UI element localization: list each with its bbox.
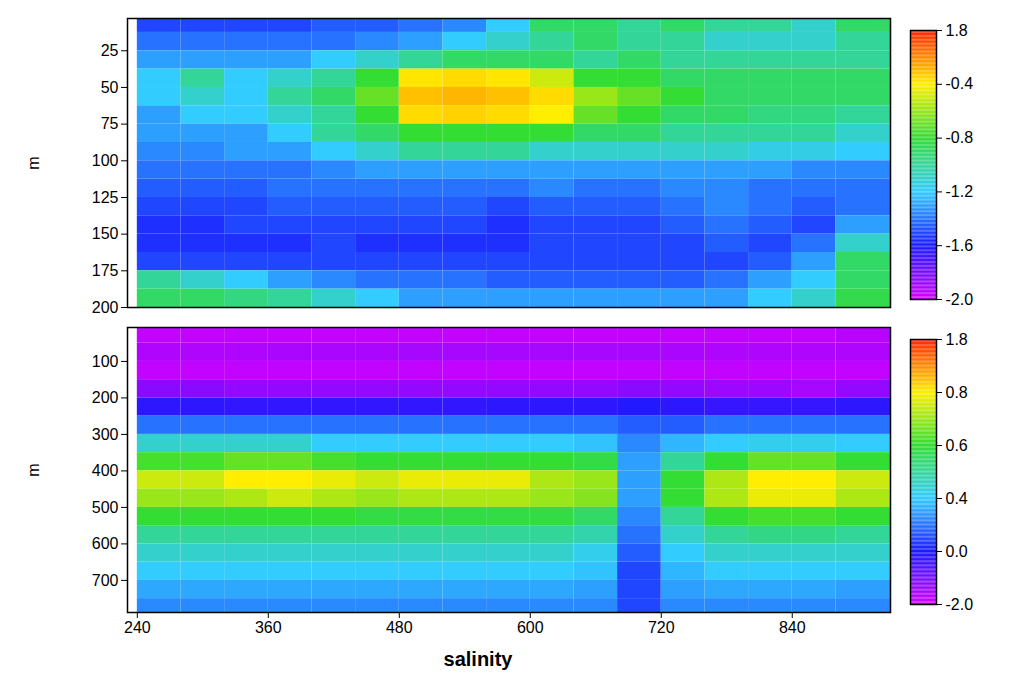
svg-text:-0.4: -0.4 xyxy=(946,75,974,92)
svg-text:600: 600 xyxy=(517,619,544,636)
svg-text:125: 125 xyxy=(92,189,119,206)
svg-text:200: 200 xyxy=(92,389,119,406)
svg-text:50: 50 xyxy=(101,79,119,96)
svg-text:360: 360 xyxy=(255,619,282,636)
svg-text:100: 100 xyxy=(92,353,119,370)
svg-text:-1.6: -1.6 xyxy=(946,237,974,254)
svg-text:1.8: 1.8 xyxy=(946,331,968,348)
svg-text:-2.0: -2.0 xyxy=(946,291,974,308)
svg-text:500: 500 xyxy=(92,499,119,516)
svg-text:m: m xyxy=(25,463,42,476)
svg-text:-0.8: -0.8 xyxy=(946,129,974,146)
svg-text:400: 400 xyxy=(92,462,119,479)
svg-text:600: 600 xyxy=(92,535,119,552)
svg-text:100: 100 xyxy=(92,152,119,169)
svg-text:-1.2: -1.2 xyxy=(946,183,974,200)
svg-text:150: 150 xyxy=(92,225,119,242)
svg-text:300: 300 xyxy=(92,426,119,443)
svg-text:175: 175 xyxy=(92,262,119,279)
svg-text:m: m xyxy=(25,156,42,169)
svg-text:0.6: 0.6 xyxy=(946,437,968,454)
svg-text:840: 840 xyxy=(779,619,806,636)
svg-text:480: 480 xyxy=(386,619,413,636)
svg-text:240: 240 xyxy=(124,619,151,636)
svg-text:0.8: 0.8 xyxy=(946,384,968,401)
html-text:salinity: salinity xyxy=(443,648,513,670)
svg-text:200: 200 xyxy=(92,299,119,316)
svg-text:75: 75 xyxy=(101,115,119,132)
svg-text:-2.0: -2.0 xyxy=(946,596,974,613)
svg-text:0.0: 0.0 xyxy=(946,543,968,560)
svg-text:720: 720 xyxy=(648,619,675,636)
svg-text:0.4: 0.4 xyxy=(946,490,968,507)
svg-text:1.8: 1.8 xyxy=(946,22,968,39)
svg-text:25: 25 xyxy=(101,42,119,59)
svg-text:700: 700 xyxy=(92,572,119,589)
